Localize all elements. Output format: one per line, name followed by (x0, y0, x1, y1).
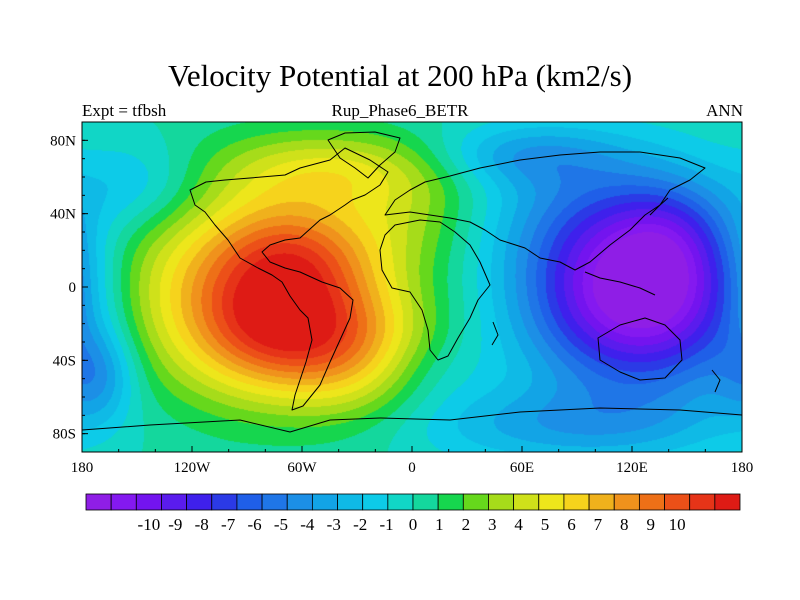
x-tick-label: 120E (616, 460, 648, 476)
colorbar-label: 10 (669, 515, 686, 534)
colorbar-label: 1 (435, 515, 444, 534)
colorbar-swatch (337, 493, 364, 511)
colorbar-label: 0 (409, 515, 418, 534)
colorbar-swatch (135, 493, 162, 511)
colorbar-label: -10 (138, 515, 161, 534)
x-tick-label: 120W (174, 460, 212, 476)
colorbar-label: -9 (168, 515, 182, 534)
colorbar-label: -7 (221, 515, 236, 534)
chart-title: Velocity Potential at 200 hPa (km2/s) (167, 58, 633, 93)
colorbar-swatch (362, 493, 389, 511)
colorbar-swatch (387, 493, 414, 511)
colorbar-label: 8 (620, 515, 629, 534)
colorbar-label: -4 (300, 515, 315, 534)
colorbar-label: -8 (195, 515, 209, 534)
x-tick-label: 60W (287, 460, 317, 476)
y-tick-label: 80N (50, 133, 76, 149)
x-tick-label: 0 (408, 460, 416, 476)
case-label: Rup_Phase6_BETR (331, 101, 469, 120)
colorbar-label: 9 (646, 515, 655, 534)
colorbar-swatch (161, 493, 188, 511)
x-tick-label: 180 (731, 460, 754, 476)
coastline-eurasia (384, 151, 706, 271)
coastline-madagascar (491, 321, 499, 346)
colorbar-swatch (412, 493, 439, 511)
y-tick-label: 0 (69, 280, 77, 296)
colorbar-swatch (488, 493, 515, 511)
y-tick-label: 40S (53, 353, 76, 369)
colorbar-label: -6 (247, 515, 261, 534)
velocity-potential-field (82, 122, 742, 452)
colorbar-label: -3 (327, 515, 341, 534)
coastline-japan (649, 197, 669, 216)
x-axis: 180 120W 60W 0 60E 120E 180 (71, 446, 754, 476)
colorbar-swatch (462, 493, 489, 511)
colorbar-label: 6 (567, 515, 576, 534)
colorbar-label: -5 (274, 515, 288, 534)
colorbar-label: 2 (462, 515, 471, 534)
colorbar-swatch (236, 493, 263, 511)
colorbar-label: -1 (380, 515, 394, 534)
colorbar-swatch (261, 493, 288, 511)
x-tick-label: 180 (71, 460, 94, 476)
y-tick-label: 80S (53, 427, 76, 443)
colorbar-swatch (689, 493, 716, 511)
colorbar-swatch (311, 493, 338, 511)
coastline-australia (597, 317, 683, 381)
colorbar-swatch (186, 493, 213, 511)
colorbar-swatch (638, 493, 665, 511)
colorbar-swatch (211, 493, 238, 511)
coastline-greenland (327, 131, 401, 179)
colorbar-label: -2 (353, 515, 367, 534)
colorbar-swatch (110, 493, 137, 511)
colorbar-swatch (588, 493, 615, 511)
colorbar-swatch (613, 493, 640, 511)
colorbar-label: 7 (594, 515, 603, 534)
coastline-antarctica (82, 407, 742, 433)
colorbar-label: 3 (488, 515, 497, 534)
y-tick-label: 40N (50, 207, 76, 223)
y-axis: 80N 40N 0 40S 80S (50, 133, 88, 443)
colorbar-swatch (85, 493, 112, 511)
coastline-outlines (82, 131, 742, 433)
colorbar-swatch (513, 493, 540, 511)
coastline-africa (379, 219, 491, 361)
colorbar: -10 -9 -8 -7 -6 -5 -4 -3 -2 -1 0 1 2 3 4 5 6 7 8 9 10 (85, 493, 741, 534)
colorbar-swatch (664, 493, 691, 511)
season-label: ANN (706, 101, 743, 120)
coastline-indonesia (584, 271, 656, 296)
experiment-label: Expt = tfbsh (82, 101, 167, 120)
coastline-newzealand (711, 369, 721, 393)
colorbar-swatch (563, 493, 590, 511)
colorbar-swatch (437, 493, 464, 511)
colorbar-label: 4 (514, 515, 523, 534)
x-tick-label: 60E (510, 460, 534, 476)
coastline-americas (189, 147, 389, 411)
colorbar-swatch (286, 493, 313, 511)
colorbar-swatch (538, 493, 565, 511)
colorbar-label: 5 (541, 515, 550, 534)
colorbar-swatch (714, 493, 741, 511)
